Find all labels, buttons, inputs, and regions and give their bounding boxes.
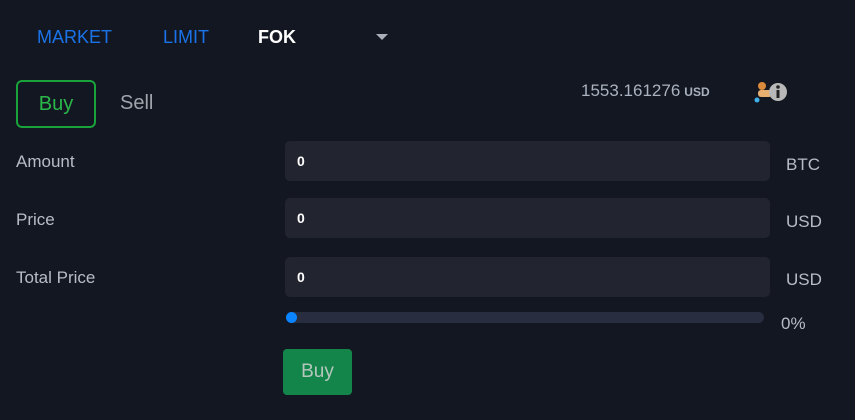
- price-label: Price: [16, 210, 55, 229]
- price-input[interactable]: [285, 198, 770, 238]
- slider-handle[interactable]: [286, 312, 297, 323]
- amount-unit: BTC: [786, 155, 820, 174]
- buy-tab[interactable]: Buy: [16, 80, 96, 128]
- tab-market[interactable]: MARKET: [37, 27, 113, 47]
- amount-input[interactable]: [285, 141, 770, 181]
- total-price-unit: USD: [786, 270, 822, 289]
- wallet-info-icon[interactable]: [754, 80, 790, 106]
- amount-label: Amount: [16, 152, 75, 171]
- price-unit: USD: [786, 212, 822, 231]
- tab-limit[interactable]: LIMIT: [163, 27, 210, 47]
- chevron-down-icon[interactable]: [376, 34, 388, 40]
- balance-currency: USD: [684, 85, 710, 99]
- balance-value: 1553.161276: [581, 81, 681, 100]
- slider-percent-label: 0%: [781, 314, 806, 333]
- tab-fok[interactable]: FOK: [258, 27, 296, 47]
- balance: 1553.161276 USD: [581, 81, 710, 101]
- buy-button[interactable]: Buy: [283, 349, 352, 395]
- total-price-input[interactable]: [285, 257, 770, 297]
- sell-tab[interactable]: Sell: [120, 92, 154, 114]
- total-price-label: Total Price: [16, 268, 96, 287]
- percent-slider[interactable]: [286, 312, 764, 323]
